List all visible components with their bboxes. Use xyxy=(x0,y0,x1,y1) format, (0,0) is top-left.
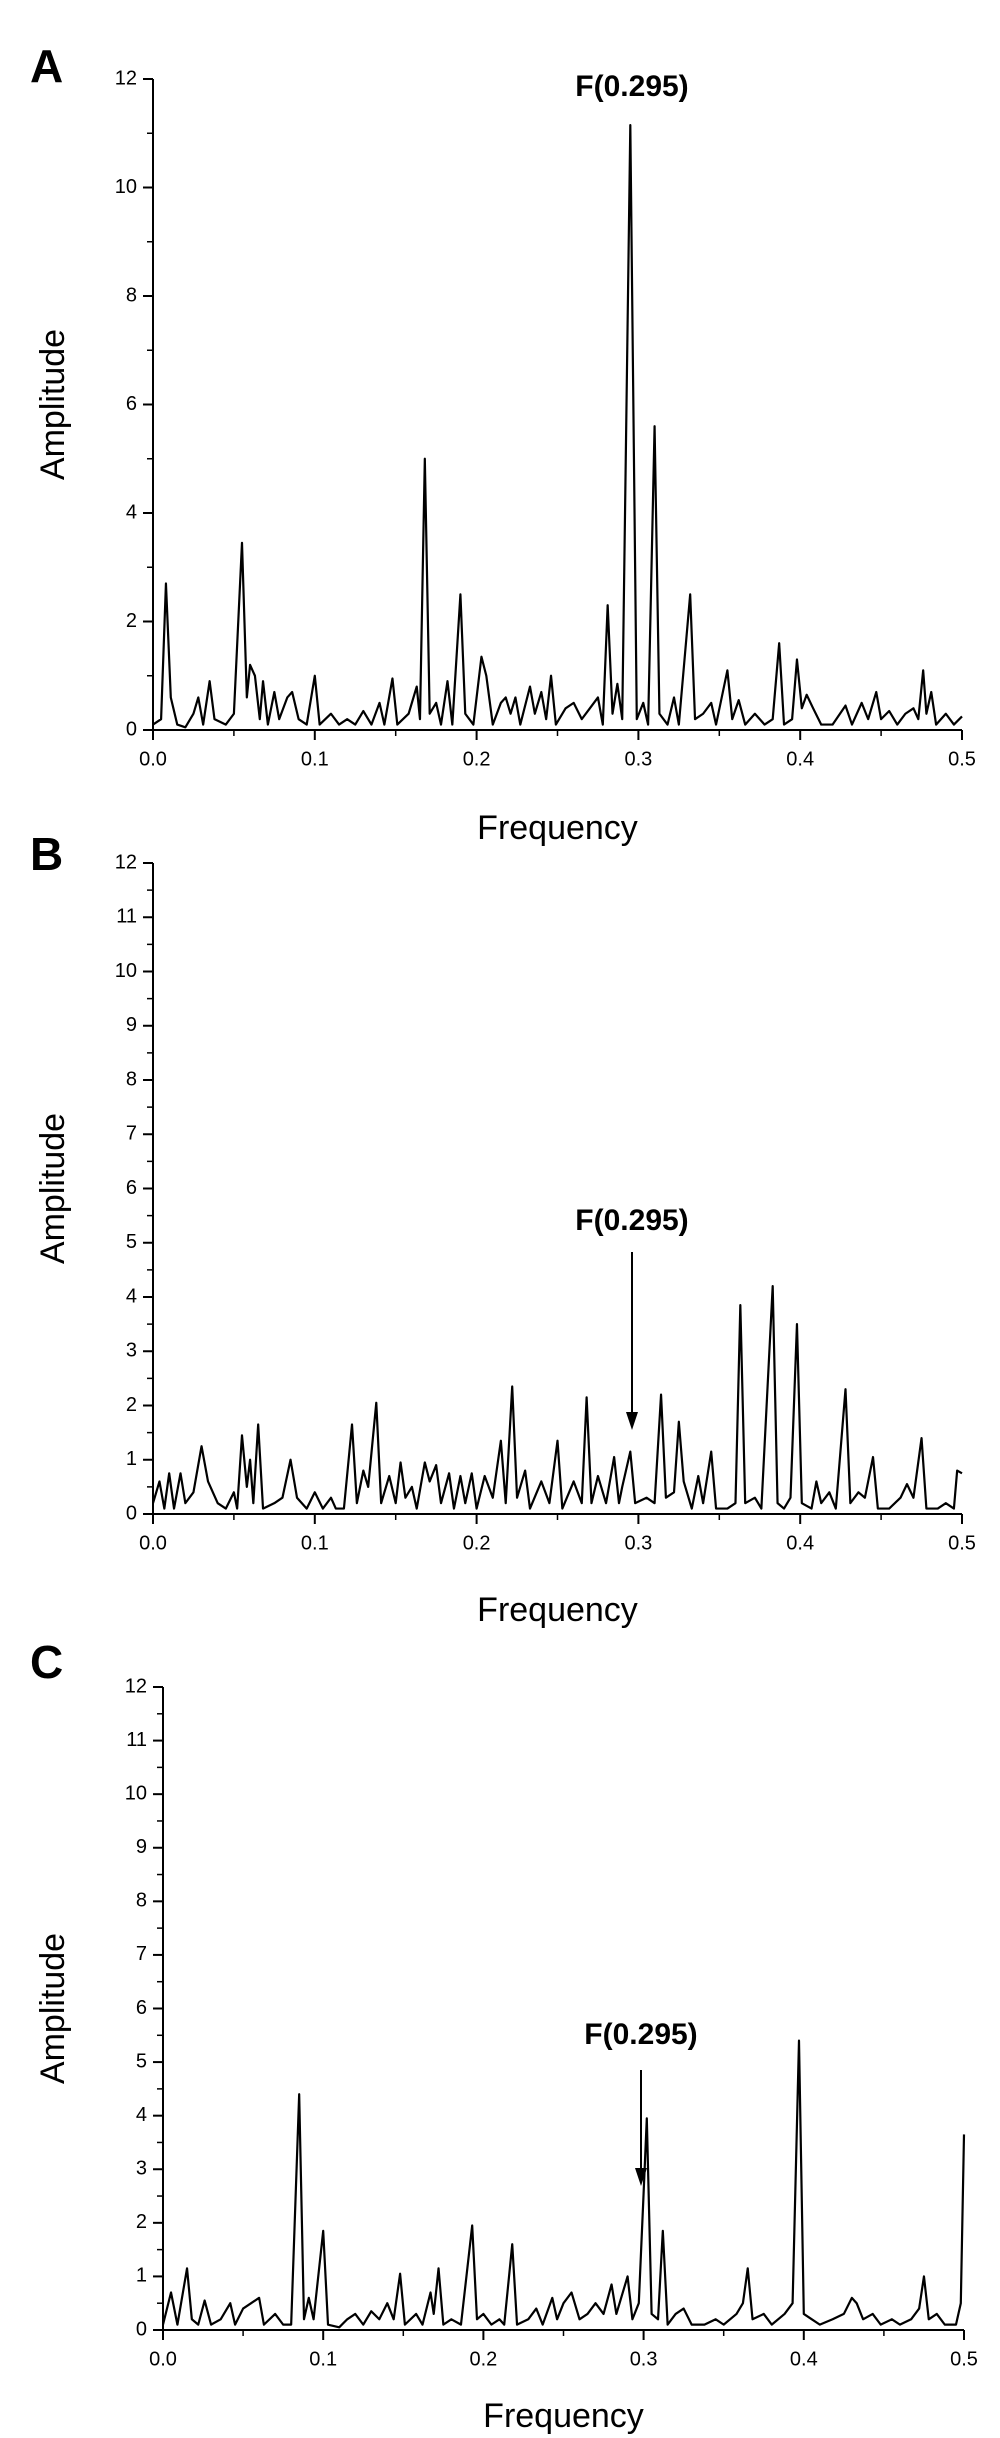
line-series xyxy=(152,124,963,729)
x-tick-label: 0.1 xyxy=(301,748,329,770)
y-tick-label: 3 xyxy=(136,2158,147,2180)
x-tick-label: 0.3 xyxy=(630,2348,658,2370)
y-tick-label: 2 xyxy=(136,2211,147,2233)
y-tick-label: 3 xyxy=(126,1340,137,1362)
y-axis-title: Amplitude xyxy=(34,329,72,480)
annotation-arrow-head xyxy=(635,2168,647,2186)
x-tick-label: 0.0 xyxy=(139,748,167,770)
x-axis-title: Frequency xyxy=(483,2397,644,2435)
y-tick-label: 8 xyxy=(126,284,137,306)
x-tick-label: 0.2 xyxy=(469,2348,497,2370)
x-tick-label: 0.2 xyxy=(463,748,491,770)
y-tick-label: 6 xyxy=(126,393,137,415)
y-tick-label: 0 xyxy=(126,718,137,740)
y-tick-label: 4 xyxy=(126,501,137,523)
x-tick-label: 0.4 xyxy=(790,2348,818,2370)
y-tick-label: 6 xyxy=(126,1177,137,1199)
y-tick-label: 7 xyxy=(136,1943,147,1965)
x-tick-label: 0.1 xyxy=(301,1532,329,1554)
y-tick-label: 2 xyxy=(126,610,137,632)
y-tick-label: 2 xyxy=(126,1394,137,1416)
y-tick-label: 8 xyxy=(136,1890,147,1912)
panel-label: A xyxy=(30,40,63,92)
y-tick-label: 11 xyxy=(116,906,137,928)
chart-panel: A 0 2 4 6 8 10 12 0.0 0.1 0.2 0.3 0.4 0.5 Frequency Amp… xyxy=(30,40,976,847)
y-tick-label: 0 xyxy=(126,1502,137,1524)
x-axis-title: Frequency xyxy=(477,1591,638,1629)
y-tick-label: 5 xyxy=(126,1231,137,1253)
y-tick-label: 6 xyxy=(136,1997,147,2019)
annotation: F(0.295) xyxy=(575,70,688,103)
x-tick-label: 0.1 xyxy=(309,2348,337,2370)
y-tick-label: 12 xyxy=(125,1675,147,1697)
x-tick-label: 0.5 xyxy=(950,2348,978,2370)
annotation: F(0.295) xyxy=(584,2018,697,2051)
x-tick-label: 0.3 xyxy=(624,748,652,770)
x-tick-label: 0.5 xyxy=(948,748,976,770)
x-tick-label: 0.4 xyxy=(786,1532,814,1554)
y-tick-label: 12 xyxy=(115,67,137,89)
y-tick-label: 0 xyxy=(136,2318,147,2340)
y-tick-label: 10 xyxy=(115,176,137,198)
x-tick-label: 0.2 xyxy=(463,1532,491,1554)
y-tick-label: 8 xyxy=(126,1068,137,1090)
y-tick-label: 7 xyxy=(126,1123,137,1145)
x-axis-title: Frequency xyxy=(477,809,638,847)
y-tick-label: 4 xyxy=(136,2104,147,2126)
y-axis-title: Amplitude xyxy=(34,1933,72,2084)
y-tick-label: 10 xyxy=(125,1782,147,1804)
x-tick-label: 0.3 xyxy=(624,1532,652,1554)
y-tick-label: 9 xyxy=(136,1836,147,1858)
x-tick-label: 0.4 xyxy=(786,748,814,770)
y-tick-label: 5 xyxy=(136,2050,147,2072)
line-series xyxy=(151,1285,963,1510)
y-tick-label: 9 xyxy=(126,1014,137,1036)
annotation: F(0.295) xyxy=(575,1204,688,1237)
y-tick-label: 10 xyxy=(115,960,137,982)
panel-label: B xyxy=(30,828,63,880)
y-tick-label: 11 xyxy=(126,1729,147,1751)
line-series xyxy=(161,2039,966,2329)
x-tick-label: 0.5 xyxy=(948,1532,976,1554)
x-tick-label: 0.0 xyxy=(149,2348,177,2370)
y-tick-label: 12 xyxy=(115,851,137,873)
y-tick-label: 1 xyxy=(136,2265,147,2287)
y-tick-label: 4 xyxy=(126,1285,137,1307)
x-tick-label: 0.0 xyxy=(139,1532,167,1554)
annotation-arrow-head xyxy=(626,1412,638,1430)
y-tick-label: 1 xyxy=(126,1448,137,1470)
panel-label: C xyxy=(30,1636,63,1688)
y-axis-title: Amplitude xyxy=(34,1113,72,1264)
